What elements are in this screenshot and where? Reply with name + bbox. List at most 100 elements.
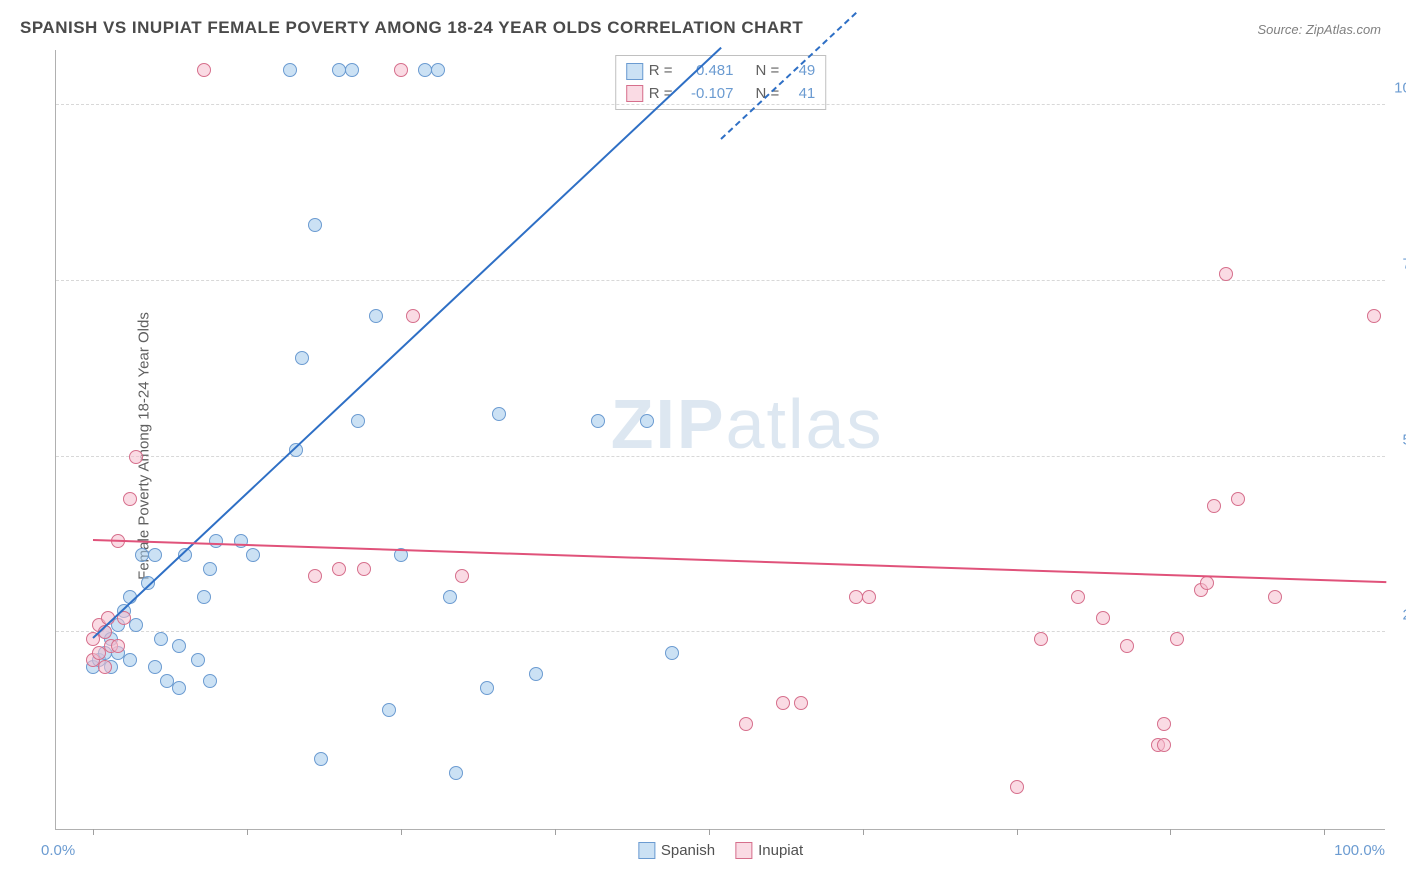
series-legend: Spanish Inupiat xyxy=(638,842,803,859)
watermark-light: atlas xyxy=(726,385,884,463)
y-tick-label: 50.0% xyxy=(1390,431,1406,448)
legend-swatch xyxy=(626,63,643,80)
x-tick xyxy=(401,829,402,835)
x-tick xyxy=(93,829,94,835)
data-point xyxy=(1120,639,1134,653)
data-point xyxy=(308,218,322,232)
data-point xyxy=(1034,632,1048,646)
y-tick-label: 100.0% xyxy=(1390,80,1406,97)
legend-item: Inupiat xyxy=(735,842,803,859)
data-point xyxy=(449,766,463,780)
data-point xyxy=(209,534,223,548)
correlation-legend: R =0.481N =49R =-0.107N =41 xyxy=(615,55,827,110)
data-point xyxy=(529,667,543,681)
data-point xyxy=(640,414,654,428)
data-point xyxy=(480,681,494,695)
n-label: N = xyxy=(756,60,780,83)
data-point xyxy=(314,752,328,766)
data-point xyxy=(455,569,469,583)
data-point xyxy=(172,639,186,653)
x-tick xyxy=(555,829,556,835)
page-title: SPANISH VS INUPIAT FEMALE POVERTY AMONG … xyxy=(20,18,803,38)
data-point xyxy=(443,590,457,604)
series-name: Inupiat xyxy=(758,842,803,859)
n-value: 41 xyxy=(785,83,815,106)
legend-swatch xyxy=(626,85,643,102)
x-tick xyxy=(863,829,864,835)
y-tick-label: 75.0% xyxy=(1390,255,1406,272)
data-point xyxy=(246,548,260,562)
x-tick xyxy=(1324,829,1325,835)
legend-swatch xyxy=(735,842,752,859)
data-point xyxy=(148,660,162,674)
data-point xyxy=(351,414,365,428)
data-point xyxy=(295,351,309,365)
gridline xyxy=(56,104,1385,105)
data-point xyxy=(1010,780,1024,794)
data-point xyxy=(665,646,679,660)
data-point xyxy=(1157,738,1171,752)
data-point xyxy=(123,492,137,506)
data-point xyxy=(357,562,371,576)
data-point xyxy=(203,562,217,576)
data-point xyxy=(332,562,346,576)
series-name: Spanish xyxy=(661,842,715,859)
data-point xyxy=(739,717,753,731)
data-point xyxy=(1157,717,1171,731)
r-value: -0.107 xyxy=(679,83,734,106)
legend-row: R =0.481N =49 xyxy=(626,60,816,83)
data-point xyxy=(154,632,168,646)
data-point xyxy=(1170,632,1184,646)
x-axis-max-label: 100.0% xyxy=(1334,842,1385,859)
gridline xyxy=(56,280,1385,281)
data-point xyxy=(1268,590,1282,604)
data-point xyxy=(129,450,143,464)
data-point xyxy=(369,309,383,323)
data-point xyxy=(1231,492,1245,506)
x-tick xyxy=(709,829,710,835)
data-point xyxy=(123,653,137,667)
data-point xyxy=(203,674,217,688)
data-point xyxy=(492,407,506,421)
x-tick xyxy=(1017,829,1018,835)
trend-line xyxy=(93,539,1386,583)
gridline xyxy=(56,631,1385,632)
data-point xyxy=(394,63,408,77)
r-label: R = xyxy=(649,60,673,83)
data-point xyxy=(345,63,359,77)
legend-swatch xyxy=(638,842,655,859)
data-point xyxy=(197,590,211,604)
source-label: Source: ZipAtlas.com xyxy=(1257,22,1381,37)
data-point xyxy=(794,696,808,710)
data-point xyxy=(111,639,125,653)
data-point xyxy=(776,696,790,710)
data-point xyxy=(148,548,162,562)
data-point xyxy=(98,660,112,674)
data-point xyxy=(172,681,186,695)
data-point xyxy=(1071,590,1085,604)
data-point xyxy=(1200,576,1214,590)
data-point xyxy=(191,653,205,667)
data-point xyxy=(382,703,396,717)
data-point xyxy=(406,309,420,323)
data-point xyxy=(283,63,297,77)
data-point xyxy=(129,618,143,632)
gridline xyxy=(56,456,1385,457)
data-point xyxy=(1096,611,1110,625)
data-point xyxy=(1207,499,1221,513)
legend-item: Spanish xyxy=(638,842,715,859)
data-point xyxy=(1219,267,1233,281)
scatter-plot: ZIPatlas R =0.481N =49R =-0.107N =41 0.0… xyxy=(55,50,1385,830)
x-tick xyxy=(1170,829,1171,835)
data-point xyxy=(308,569,322,583)
data-point xyxy=(197,63,211,77)
legend-row: R =-0.107N =41 xyxy=(626,83,816,106)
data-point xyxy=(431,63,445,77)
data-point xyxy=(591,414,605,428)
data-point xyxy=(1367,309,1381,323)
data-point xyxy=(862,590,876,604)
x-tick xyxy=(247,829,248,835)
watermark-bold: ZIP xyxy=(611,385,726,463)
y-tick-label: 25.0% xyxy=(1390,607,1406,624)
x-axis-min-label: 0.0% xyxy=(41,842,75,859)
